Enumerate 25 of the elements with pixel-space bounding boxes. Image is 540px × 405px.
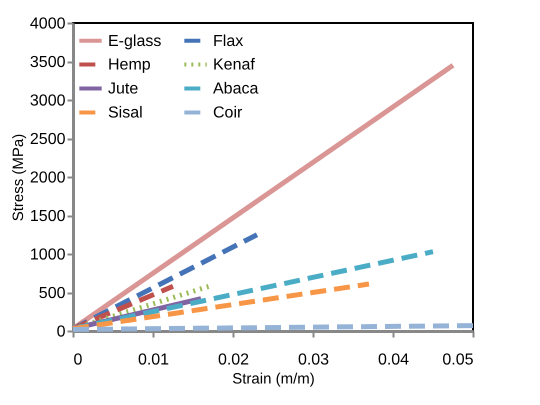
y-tick-label: 2500 — [30, 131, 66, 148]
legend-label: Jute — [108, 80, 138, 98]
x-tick-label: 0.05 — [442, 352, 474, 368]
legend-label: Coir — [213, 104, 244, 122]
y-tick-label: 3500 — [30, 54, 66, 71]
y-tick-label: 3000 — [30, 92, 66, 110]
x-tick-label: 0 — [74, 352, 82, 368]
y-axis-title: Stress (MPa) — [10, 134, 27, 222]
legend-label: Flax — [213, 32, 244, 50]
x-tick-label: 0.01 — [138, 352, 170, 368]
x-tick-label: 0.04 — [378, 352, 410, 368]
y-tick-label: 1000 — [30, 246, 66, 264]
y-tick-label: 1500 — [30, 208, 66, 225]
x-tick-label: 0.02 — [218, 352, 250, 368]
y-tick-label: 0 — [56, 324, 66, 340]
x-axis-title: Strain (m/m) — [232, 370, 315, 388]
legend-label: Hemp — [108, 56, 151, 74]
y-tick-label: 4000 — [30, 16, 66, 32]
y-tick-label: 2000 — [30, 170, 66, 186]
legend-label: Kenaf — [213, 56, 256, 74]
legend-label: E-glass — [108, 32, 162, 50]
legend-label: Abaca — [213, 80, 258, 98]
x-tick-label: 0.03 — [298, 352, 330, 368]
y-tick-label: 500 — [38, 285, 66, 302]
legend-label: Sisal — [108, 104, 143, 122]
